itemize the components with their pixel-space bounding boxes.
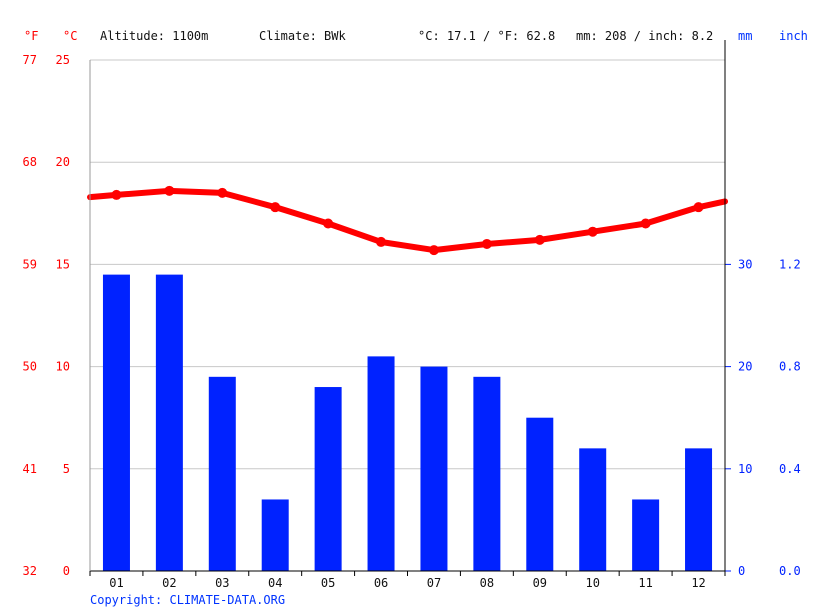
celsius-tick-label: 15 <box>56 257 70 271</box>
inch-tick-label: 0.8 <box>779 360 801 374</box>
fahrenheit-tick-label: 41 <box>23 462 37 476</box>
temperature-point <box>640 218 651 229</box>
precipitation-bar <box>208 376 236 571</box>
celsius-tick-label: 20 <box>56 155 70 169</box>
fahrenheit-tick-label: 32 <box>23 564 37 578</box>
precipitation-bars <box>102 274 713 571</box>
temperature-point <box>534 234 545 245</box>
precipitation-bar <box>155 274 183 571</box>
precipitation-total-label: mm: 208 / inch: 8.2 <box>576 29 713 43</box>
chart-header: °F °C Altitude: 1100m Climate: BWk °C: 1… <box>24 29 808 43</box>
precipitation-bar <box>367 356 395 571</box>
temperature-point <box>376 236 387 247</box>
month-label: 02 <box>162 576 176 590</box>
copyright-text: Copyright: CLIMATE-DATA.ORG <box>90 593 285 607</box>
altitude-label: Altitude: 1100m <box>100 29 208 43</box>
temperature-point <box>428 245 439 256</box>
month-label: 06 <box>374 576 388 590</box>
temperature-point <box>323 218 334 229</box>
climate-label: Climate: BWk <box>259 29 346 43</box>
precipitation-bar <box>526 417 554 571</box>
mm-tick-label: 10 <box>738 462 752 476</box>
month-label: 11 <box>638 576 652 590</box>
celsius-tick-label: 0 <box>63 564 70 578</box>
mm-tick-label: 0 <box>738 564 745 578</box>
month-label: 04 <box>268 576 282 590</box>
unit-inch-label: inch <box>779 29 808 43</box>
precipitation-bar <box>685 448 713 571</box>
unit-mm-label: mm <box>738 29 752 43</box>
precipitation-bar <box>314 387 342 571</box>
inch-tick-label: 0.4 <box>779 462 801 476</box>
month-label: 10 <box>585 576 599 590</box>
fahrenheit-tick-label: 77 <box>23 53 37 67</box>
precipitation-bar <box>632 499 660 571</box>
precipitation-bar <box>579 448 607 571</box>
temperature-point <box>481 238 492 249</box>
fahrenheit-tick-label: 59 <box>23 257 37 271</box>
month-label: 01 <box>109 576 123 590</box>
month-label: 09 <box>533 576 547 590</box>
inch-tick-label: 0.0 <box>779 564 801 578</box>
unit-fahrenheit-label: °F <box>24 29 38 43</box>
unit-celsius-label: °C <box>63 29 77 43</box>
month-label: 12 <box>691 576 705 590</box>
temperature-point <box>693 202 704 213</box>
axes <box>89 40 731 576</box>
month-label: 03 <box>215 576 229 590</box>
month-label: 07 <box>427 576 441 590</box>
inch-tick-label: 1.2 <box>779 257 801 271</box>
temperature-line <box>87 185 728 256</box>
precipitation-bar <box>420 366 448 571</box>
temperature-point <box>587 226 598 237</box>
temperature-average-label: °C: 17.1 / °F: 62.8 <box>418 29 555 43</box>
grid-lines <box>90 59 725 470</box>
celsius-tick-label: 25 <box>56 53 70 67</box>
mm-tick-label: 30 <box>738 257 752 271</box>
fahrenheit-tick-label: 50 <box>23 360 37 374</box>
month-label: 05 <box>321 576 335 590</box>
precipitation-bar <box>261 499 289 571</box>
temperature-point <box>270 202 281 213</box>
precipitation-bar <box>473 376 501 571</box>
temperature-point <box>164 185 175 196</box>
mm-tick-label: 20 <box>738 360 752 374</box>
axis-labels: 0 32 5 41 10 50 15 59 20 68 25 77 0 0.0 10 0.4 20 0.8 30 1.… <box>23 53 801 590</box>
temperature-curve <box>87 187 728 254</box>
precipitation-bar <box>102 274 130 571</box>
celsius-tick-label: 10 <box>56 360 70 374</box>
temperature-point <box>111 189 122 200</box>
month-label: 08 <box>480 576 494 590</box>
temperature-point <box>217 187 228 198</box>
celsius-tick-label: 5 <box>63 462 70 476</box>
fahrenheit-tick-label: 68 <box>23 155 37 169</box>
